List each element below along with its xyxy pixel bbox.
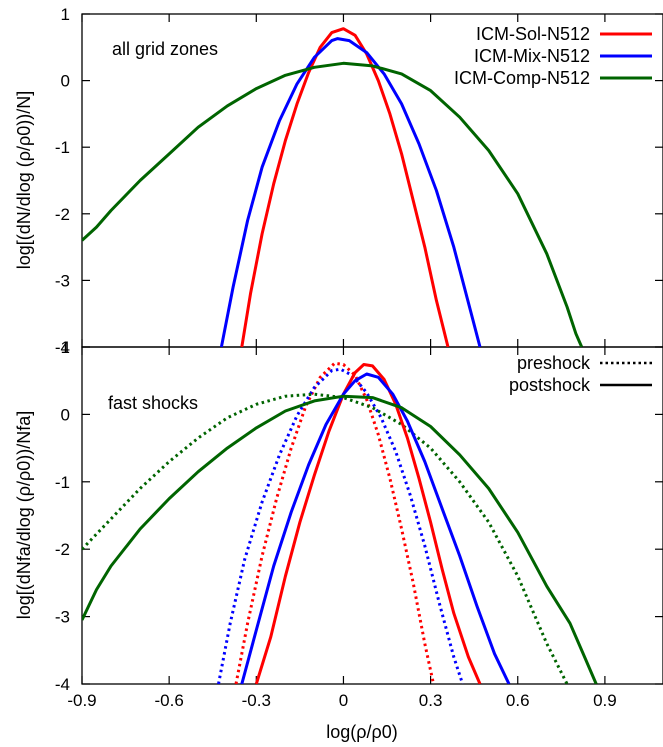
x-tick-label: -0.6 <box>155 691 184 710</box>
x-axis-label: log(ρ/ρ0) <box>326 722 398 742</box>
legend-label-icm-mix: ICM-Mix-N512 <box>474 46 590 66</box>
bottom-legend: preshock postshock <box>509 353 652 395</box>
legend-label-icm-comp: ICM-Comp-N512 <box>454 68 590 88</box>
x-tick-label: 0.3 <box>419 691 443 710</box>
bottom-y-tick-label: -1 <box>55 473 70 492</box>
x-tick-label: 0.9 <box>593 691 617 710</box>
top-y-axis-label: log[(dN/dlog (ρ/ρ0))/N] <box>14 91 34 270</box>
top-legend: ICM-Sol-N512 ICM-Mix-N512 ICM-Comp-N512 <box>454 24 652 88</box>
top-series-icm-comp-n512 <box>82 61 584 347</box>
bottom-y-tick-label: -2 <box>55 540 70 559</box>
bottom-y-tick-label: 1 <box>61 338 70 357</box>
top-series-icm-sol-n512 <box>240 27 450 347</box>
top-y-tick-label: -4 <box>55 338 70 357</box>
bottom-y-tick-label: 0 <box>61 405 70 424</box>
top-panel-annotation: all grid zones <box>112 39 218 59</box>
top-panel-series <box>82 27 584 347</box>
top-series-icm-mix-n512 <box>219 37 482 347</box>
bottom-series-solid-3 <box>254 363 482 684</box>
top-y-tick-label: 0 <box>61 72 70 91</box>
legend-label-postshock: postshock <box>509 375 591 395</box>
bottom-y-tick-label: -4 <box>55 675 70 694</box>
bottom-series-solid-4 <box>240 372 511 684</box>
x-tick-label: 0.6 <box>506 691 530 710</box>
top-y-tick-label: -1 <box>55 138 70 157</box>
legend-label-preshock: preshock <box>517 353 591 373</box>
bottom-panel-series <box>82 361 598 684</box>
x-tick-label: 0 <box>339 691 348 710</box>
bottom-series-solid-5 <box>82 394 598 684</box>
x-tick-label: -0.9 <box>67 691 96 710</box>
bottom-panel-frame <box>81 346 663 685</box>
x-tick-label: -0.3 <box>242 691 271 710</box>
top-y-tick-label: 1 <box>61 5 70 24</box>
top-y-tick-label: -3 <box>55 271 70 290</box>
bottom-series-dotted-0 <box>234 361 435 684</box>
bottom-panel-annotation: fast shocks <box>108 393 198 413</box>
bottom-y-axis-label: log[(dNfa/dlog (ρ/ρ0))/Nfa] <box>14 411 34 620</box>
bottom-y-tick-label: -3 <box>55 608 70 627</box>
top-y-tick-label: -2 <box>55 205 70 224</box>
bottom-panel-ticks: -4 -3 -2 -1 0 1 -0.9 -0.6 -0.3 0 0.3 0.6 0.9 <box>55 338 663 710</box>
top-panel-ticks: -4 -3 -2 -1 0 1 <box>55 5 663 357</box>
bottom-series-dotted-2 <box>82 392 569 684</box>
legend-label-icm-sol: ICM-Sol-N512 <box>476 24 590 44</box>
